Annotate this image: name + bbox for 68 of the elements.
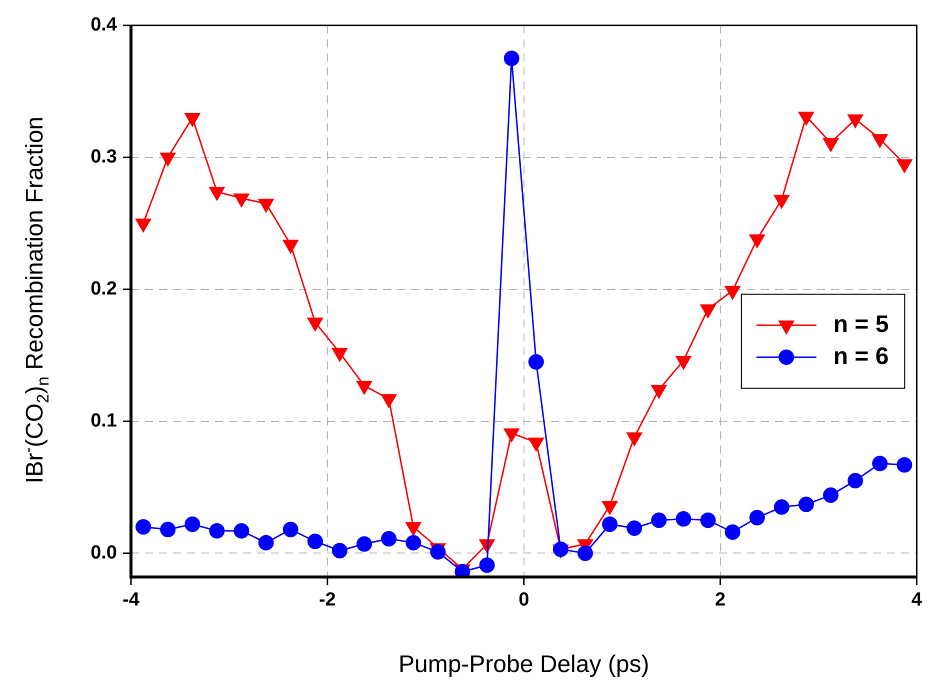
point xyxy=(896,457,912,473)
point xyxy=(798,496,814,512)
y-tick-label: 0.4 xyxy=(90,14,118,36)
point xyxy=(282,522,298,538)
y-tick-label: 0.3 xyxy=(90,146,117,168)
point xyxy=(234,194,250,208)
point xyxy=(136,218,151,232)
y-tick-label: 0.0 xyxy=(90,542,117,564)
point xyxy=(823,138,838,152)
point xyxy=(676,511,692,527)
legend-label: n = 6 xyxy=(833,342,889,370)
point xyxy=(184,113,200,127)
point xyxy=(823,487,839,503)
y-tick-label: 0.1 xyxy=(90,410,118,432)
point xyxy=(602,516,618,532)
point xyxy=(381,394,396,408)
point xyxy=(749,234,765,248)
x-tick-label: 4 xyxy=(911,590,922,611)
point xyxy=(356,536,372,552)
point xyxy=(160,152,176,166)
point xyxy=(209,523,225,539)
point xyxy=(381,530,397,546)
point xyxy=(307,534,323,550)
point xyxy=(872,134,888,148)
point xyxy=(676,356,692,370)
x-tick-label: -2 xyxy=(318,590,336,611)
point xyxy=(430,544,446,560)
point xyxy=(258,198,274,212)
point xyxy=(848,472,864,488)
point xyxy=(282,240,298,254)
point xyxy=(307,318,323,332)
point xyxy=(872,456,888,472)
point xyxy=(774,499,790,515)
point xyxy=(798,112,814,126)
point xyxy=(356,380,372,394)
point xyxy=(700,304,716,318)
point xyxy=(234,523,250,539)
point xyxy=(724,286,740,300)
point xyxy=(626,432,642,446)
legend-label: n = 5 xyxy=(833,310,889,338)
point xyxy=(136,519,152,535)
point xyxy=(528,354,544,370)
point xyxy=(184,516,200,532)
point xyxy=(258,534,274,550)
point xyxy=(848,114,864,128)
point xyxy=(209,186,225,200)
point xyxy=(749,510,765,526)
point xyxy=(332,348,348,362)
point xyxy=(774,194,790,208)
point xyxy=(552,542,568,558)
x-tick-label: 0 xyxy=(518,590,530,611)
point xyxy=(700,512,716,528)
point xyxy=(896,159,912,173)
y-tick-label: 0.2 xyxy=(90,278,117,300)
point xyxy=(479,557,495,573)
point xyxy=(724,524,740,540)
point xyxy=(651,512,667,528)
point xyxy=(577,545,593,561)
point xyxy=(504,428,520,442)
x-tick-label: 2 xyxy=(715,590,726,611)
point xyxy=(406,534,422,550)
x-tick-label: -4 xyxy=(122,590,140,611)
point xyxy=(160,522,176,538)
point xyxy=(528,438,544,452)
x-axis-title: Pump-Probe Delay (ps) xyxy=(398,651,650,678)
point xyxy=(651,384,667,398)
point xyxy=(626,520,642,536)
point xyxy=(332,542,348,558)
